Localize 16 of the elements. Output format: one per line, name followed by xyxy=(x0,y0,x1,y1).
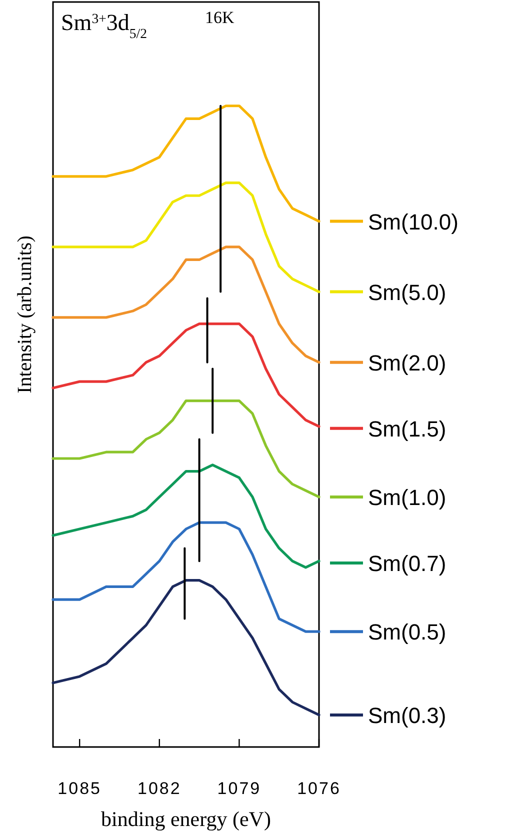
x-axis-title: binding energy (eV) xyxy=(101,807,271,831)
x-tick-label: 1085 xyxy=(58,779,102,798)
legend-label: Sm(1.0) xyxy=(368,484,446,510)
legend-label: Sm(0.7) xyxy=(368,550,446,576)
chart-title: Sm$^{3+}$3d$_{5/2}$ xyxy=(61,10,148,40)
x-tick-label: 1076 xyxy=(297,779,341,798)
y-axis-title: Intensity (arb.units) xyxy=(14,236,36,394)
x-tick-label: 1082 xyxy=(137,779,182,798)
legend-label: Sm(10.0) xyxy=(368,209,458,234)
legend-label: Sm(0.3) xyxy=(368,702,446,728)
text: 16K xyxy=(205,8,235,27)
x-tick-label: 1079 xyxy=(217,779,262,798)
legend-label: Sm(2.0) xyxy=(368,350,446,376)
legend-label: Sm(0.5) xyxy=(368,620,446,645)
legend-label: Sm(1.5) xyxy=(368,416,446,442)
legend-label: Sm(5.0) xyxy=(368,280,446,305)
